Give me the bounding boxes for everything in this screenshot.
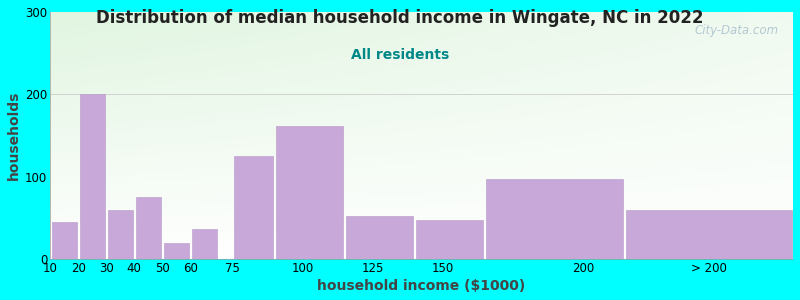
Bar bbox=[79, 94, 105, 259]
Bar bbox=[192, 229, 217, 259]
Bar bbox=[486, 179, 623, 259]
Bar bbox=[276, 126, 343, 259]
X-axis label: household income ($1000): household income ($1000) bbox=[318, 279, 526, 293]
Bar bbox=[626, 210, 792, 259]
Bar bbox=[346, 216, 413, 259]
Text: City-Data.com: City-Data.com bbox=[694, 24, 778, 37]
Y-axis label: households: households bbox=[7, 91, 21, 180]
Bar bbox=[416, 220, 483, 259]
Bar bbox=[164, 243, 189, 259]
Text: Distribution of median household income in Wingate, NC in 2022: Distribution of median household income … bbox=[96, 9, 704, 27]
Bar bbox=[51, 222, 77, 259]
Bar bbox=[136, 197, 161, 259]
Bar bbox=[234, 156, 273, 259]
Bar bbox=[108, 210, 133, 259]
Text: All residents: All residents bbox=[351, 48, 449, 62]
